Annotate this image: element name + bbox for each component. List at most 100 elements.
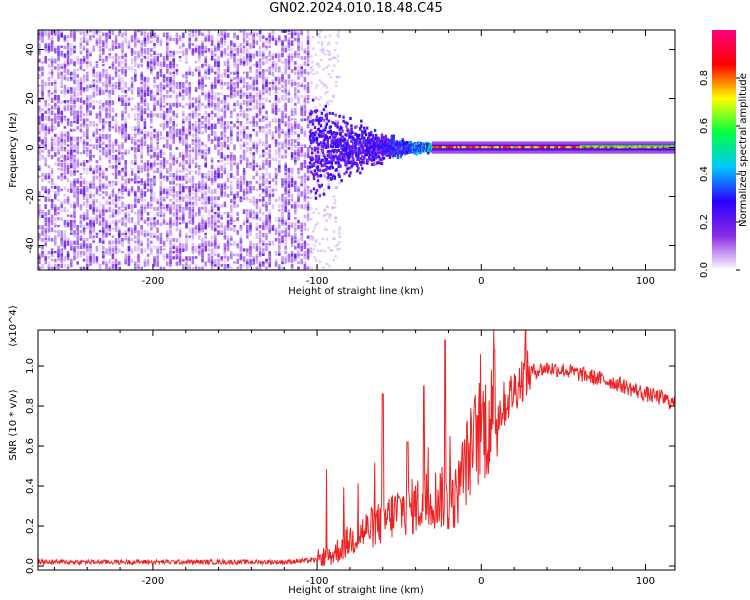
spectrogram-cell — [70, 162, 73, 167]
spectrogram-cell — [220, 147, 223, 152]
spectrogram-cell — [226, 214, 230, 219]
spectrogram-cell — [50, 167, 54, 174]
spectrogram-cell — [274, 89, 278, 94]
spectrogram-cell — [191, 139, 195, 142]
spectrogram-cell — [92, 123, 95, 127]
spectrogram-cell — [95, 214, 99, 217]
spectrogram-cell — [255, 40, 259, 45]
spectrogram-cell — [98, 149, 102, 153]
spectrogram-cell — [281, 95, 284, 101]
spectrogram-cell — [262, 118, 265, 122]
spectrogram-cell — [63, 56, 67, 59]
spectrogram-cell — [332, 237, 335, 240]
spectrogram-cell — [278, 209, 281, 212]
spectrogram-cell — [262, 45, 265, 50]
spectrogram-cell — [172, 118, 175, 123]
spectrogram-cell — [348, 154, 351, 158]
spectrogram-cell — [249, 253, 252, 258]
spectrogram-cell — [124, 232, 127, 236]
spectrogram-cell — [290, 32, 294, 39]
spectrogram-cell — [114, 238, 118, 244]
spectrogram-cell — [271, 240, 275, 246]
spectrogram-cell — [318, 194, 322, 198]
spectrogram-cell — [303, 193, 307, 198]
spectrogram-cell — [185, 201, 188, 207]
spectrogram-cell — [347, 130, 350, 134]
spectrogram-cell — [178, 206, 182, 213]
spectrogram-cell — [284, 188, 287, 195]
spectrogram-cell — [274, 258, 278, 261]
spectrogram-cell — [207, 222, 211, 228]
spectrogram-cell — [274, 139, 278, 144]
spectrogram-cell — [204, 173, 207, 175]
spectrogram-cell — [191, 170, 195, 173]
spectrogram-cell — [153, 162, 156, 166]
spectrogram-cell — [86, 74, 89, 81]
spectrogram-cell — [191, 243, 195, 246]
spectrogram-cell — [362, 159, 365, 162]
spectrogram-cell — [230, 126, 233, 129]
spectrogram-cell — [333, 198, 337, 202]
spectrogram-cell — [233, 253, 236, 257]
spectrogram-cell — [98, 48, 102, 52]
spectrogram-cell — [137, 40, 140, 43]
spectrogram-cell — [249, 58, 252, 63]
spectrogram-cell — [89, 245, 92, 252]
spectrogram-cell — [226, 123, 230, 129]
spectrogram-cell — [70, 105, 73, 108]
spectrogram-cell — [230, 95, 233, 99]
spectrogram-cell — [217, 136, 220, 141]
spectrogram-cell — [137, 30, 140, 33]
spectrogram-cell — [265, 123, 268, 129]
spectrogram-cell — [194, 110, 198, 117]
spectrogram-cell — [153, 152, 156, 158]
spectrogram-cell — [140, 204, 143, 209]
spectrogram-cell — [60, 160, 63, 163]
spectrogram-cell — [143, 134, 147, 140]
spectrogram-cell — [310, 55, 313, 58]
spectrogram-cell — [318, 168, 322, 172]
spectrogram-cell — [287, 199, 291, 205]
spectrogram-cell — [102, 173, 105, 178]
spectrogram-cell — [102, 191, 105, 194]
spectrogram-cell — [169, 89, 172, 92]
spectrogram-cell — [182, 82, 185, 88]
spectrogram-cell — [54, 152, 57, 157]
spectrogram-cell — [252, 105, 255, 110]
spectrogram-cell — [134, 157, 137, 160]
spectrogram-cell — [262, 199, 265, 202]
spectrogram-cell — [73, 128, 76, 132]
spectrogram-cell — [271, 227, 275, 231]
spectrogram-cell — [326, 137, 329, 141]
spectrogram-cell — [185, 206, 188, 211]
spectrogram-cell — [252, 217, 255, 220]
spectrogram-cell — [336, 243, 339, 246]
spectrogram-cell — [278, 58, 281, 62]
spectrogram-cell — [169, 204, 172, 207]
spectrogram-cell — [204, 175, 207, 179]
spectrogram-cell — [63, 126, 67, 129]
spectrogram-cell — [130, 160, 134, 166]
spectrogram-cell — [303, 188, 307, 195]
spectrogram-cell — [143, 89, 147, 93]
spectrogram-cell — [258, 58, 262, 63]
spectrogram-cell — [175, 40, 179, 45]
spectrogram-cell — [86, 167, 89, 171]
spectrogram-cell — [153, 76, 156, 80]
spectrogram-cell — [137, 175, 140, 180]
spectrogram-cell — [140, 212, 143, 216]
spectrogram-cell — [194, 97, 198, 104]
spectrogram-cell — [66, 53, 70, 59]
spectrogram-cell — [124, 235, 127, 241]
spectrogram-cell — [262, 79, 265, 85]
spectrogram-cell — [185, 178, 188, 184]
spectrogram-cell — [220, 183, 223, 187]
spectrogram-cell — [150, 141, 153, 145]
spectrogram-cell — [246, 225, 249, 231]
spectrogram-cell — [246, 253, 249, 257]
spectrogram-cell — [380, 158, 384, 162]
spectrogram-cell — [156, 141, 159, 145]
spectrogram-cell — [38, 235, 41, 241]
spectrogram-cell — [246, 108, 249, 112]
spectrogram-cell — [70, 214, 73, 218]
